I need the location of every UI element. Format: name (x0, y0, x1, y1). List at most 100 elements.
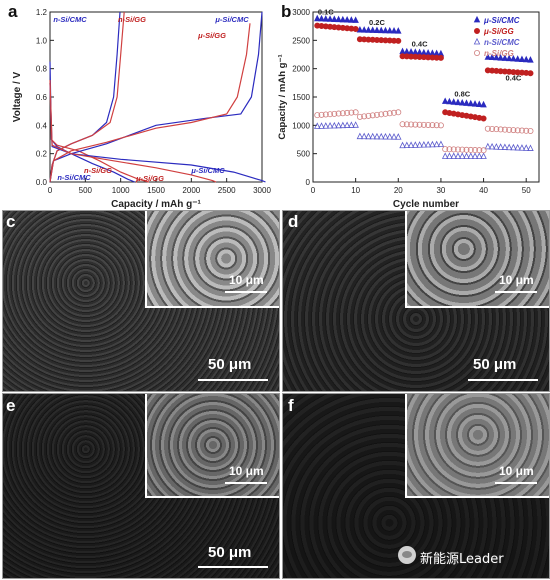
data-point (450, 146, 457, 153)
data-point (344, 109, 351, 116)
data-point (339, 15, 347, 23)
x-tick-label: 30 (436, 186, 445, 195)
main-scale-label: 50 μm (208, 356, 252, 373)
data-point (331, 15, 338, 22)
x-tick-label: 40 (479, 186, 488, 195)
inset-scale-label: 10 μm (499, 273, 534, 287)
y-tick-label: 2500 (292, 36, 310, 45)
data-point (343, 121, 351, 128)
data-point (489, 125, 496, 132)
data-point (446, 146, 453, 153)
data-point (429, 140, 436, 148)
data-point (382, 132, 389, 140)
data-point (412, 141, 419, 148)
data-point (454, 98, 462, 106)
data-point (441, 152, 449, 159)
panel-letter-d: d (288, 212, 299, 231)
curve-label: n-Si/CMC (57, 173, 91, 182)
data-point (437, 140, 445, 148)
sem-inset: 10 μm (405, 394, 549, 498)
data-point (473, 15, 481, 23)
data-point (522, 144, 530, 151)
x-tick-label: 10 (351, 186, 360, 195)
data-point (497, 143, 504, 150)
data-point (390, 133, 398, 140)
data-point (429, 122, 436, 129)
rate-label: 0.4C (412, 40, 428, 49)
data-point (361, 113, 368, 120)
data-point (335, 15, 342, 23)
sem-image-c: 10 μm 50 μm (2, 210, 280, 392)
data-point (506, 126, 513, 133)
series-line-discharge (49, 79, 217, 183)
inset-scale-label: 10 μm (499, 464, 534, 478)
panel-letter-c: c (6, 212, 16, 231)
main-scale-bar (198, 566, 268, 568)
data-point (386, 110, 393, 117)
main-scale-label: 50 μm (208, 544, 252, 561)
x-tick-label: 0 (311, 186, 316, 195)
sem-image-d: 10 μm 50 μm (282, 210, 550, 392)
data-point (459, 146, 466, 153)
rate-label: 0.4C (505, 74, 521, 83)
data-point (365, 26, 372, 33)
data-point (399, 141, 406, 149)
x-tick-label: 1000 (112, 186, 130, 195)
data-point (373, 132, 381, 140)
series-n-Si/CMC (314, 121, 534, 159)
data-point (339, 110, 346, 117)
data-point (527, 56, 534, 63)
rate-label: 0.2C (369, 18, 385, 27)
data-point (314, 112, 321, 119)
data-point (527, 144, 534, 151)
data-point (476, 147, 483, 154)
series-line-discharge (49, 61, 136, 183)
data-point (518, 127, 525, 134)
data-point (473, 27, 480, 34)
data-point (463, 146, 470, 153)
data-point (331, 121, 338, 129)
y-tick-label: 0.2 (36, 150, 48, 159)
series-line-discharge (49, 82, 266, 183)
data-point (458, 152, 466, 159)
data-point (382, 26, 389, 34)
data-point (510, 127, 517, 134)
data-point (458, 98, 466, 106)
data-point (352, 16, 359, 23)
data-point (395, 37, 402, 44)
x-tick-label: 2500 (218, 186, 236, 195)
data-point (433, 140, 440, 148)
data-point (472, 147, 479, 154)
inset-scale-bar (495, 482, 537, 484)
panel-letter-a: a (8, 2, 18, 21)
main-scale-label: 50 μm (473, 356, 517, 373)
inset-scale-label: 10 μm (229, 464, 264, 478)
data-point (523, 127, 530, 134)
legend-entry: μ-Si/CMC (483, 16, 520, 25)
data-point (501, 54, 509, 61)
data-point (408, 121, 415, 128)
data-point (518, 144, 526, 151)
data-point (514, 143, 521, 151)
panel-letter-f: f (288, 396, 294, 415)
data-point (352, 25, 359, 32)
legend-entry: μ-Si/GG (483, 27, 514, 36)
voltage-capacity-chart: 0 500 1000 1500 2000 2500 3000 0.0 0.2 0.4 0.6 0.8 1… (12, 8, 271, 210)
y-tick-label: 0.8 (36, 65, 48, 74)
data-point (467, 146, 474, 153)
data-point (450, 98, 457, 105)
data-point (331, 110, 338, 117)
series-n-Si/GG (314, 109, 534, 154)
curve-label: μ-Si/CMC (190, 166, 225, 175)
data-point (373, 26, 381, 34)
data-point (437, 54, 444, 61)
data-point (420, 121, 427, 128)
legend: μ-Si/CMC μ-Si/GG n-Si/CMC n-Si/GG (473, 15, 520, 58)
data-point (327, 111, 334, 118)
data-point (378, 111, 385, 118)
data-point (473, 37, 481, 45)
data-point (497, 126, 504, 133)
x-tick-label: 2000 (182, 186, 200, 195)
x-tick-label: 20 (394, 186, 403, 195)
data-point (484, 125, 491, 132)
